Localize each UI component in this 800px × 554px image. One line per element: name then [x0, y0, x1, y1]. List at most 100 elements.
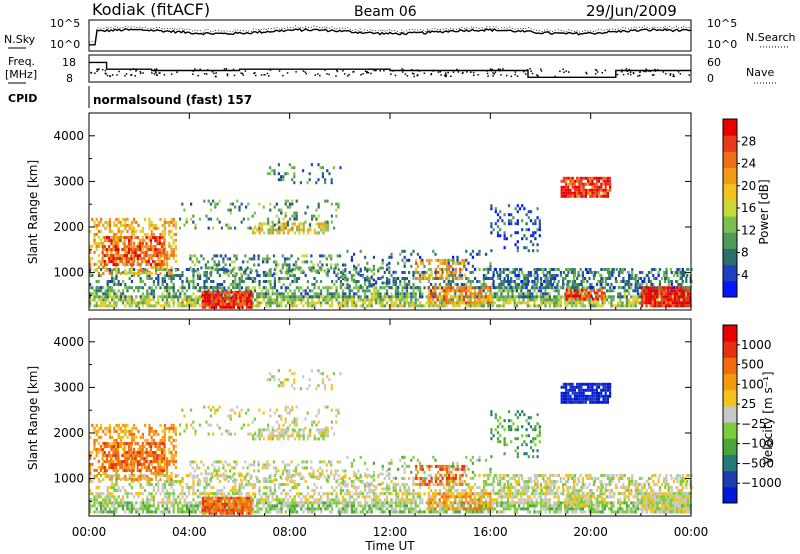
- power-cell: [610, 289, 613, 293]
- power-cell: [89, 304, 92, 308]
- power-cell: [215, 266, 218, 270]
- power-cell: [276, 301, 279, 305]
- velocity-cell: [465, 510, 468, 514]
- power-cell: [350, 298, 353, 302]
- power-cell: [337, 301, 340, 305]
- velocity-cell: [157, 501, 160, 505]
- power-cell: [357, 295, 360, 299]
- power-cell: [557, 295, 560, 299]
- power-cell: [383, 295, 386, 299]
- power-cell: [562, 179, 565, 183]
- power-cell: [321, 166, 324, 170]
- power-cell: [366, 289, 369, 293]
- power-cell: [243, 280, 246, 283]
- power-cell: [547, 283, 550, 286]
- power-cell: [456, 283, 459, 286]
- power-cell: [529, 219, 533, 223]
- power-cell: [324, 178, 327, 182]
- power-cell: [246, 266, 249, 270]
- power-cell: [328, 298, 331, 302]
- power-cell: [410, 301, 413, 305]
- power-cell: [240, 220, 243, 224]
- power-cell: [190, 304, 193, 308]
- power-cell: [333, 226, 336, 230]
- power-cell: [465, 249, 468, 253]
- power-cell: [586, 286, 589, 289]
- velocity-cell: [469, 504, 472, 508]
- power-cell: [447, 280, 450, 283]
- power-cell: [474, 267, 477, 271]
- nave-point: [223, 68, 226, 70]
- power-cell: [544, 268, 547, 271]
- power-cell: [318, 225, 321, 229]
- power-cell: [93, 262, 96, 266]
- power-cell: [548, 274, 551, 277]
- power-cell: [560, 191, 563, 195]
- power-cell: [379, 301, 382, 305]
- velocity-cell: [93, 501, 96, 505]
- power-cell: [403, 280, 406, 283]
- power-cell: [672, 274, 676, 277]
- power-cell: [684, 301, 687, 305]
- power-cell: [295, 280, 298, 283]
- freq-label-1: Freq.: [8, 55, 35, 68]
- power-cell: [291, 202, 294, 206]
- power-cell: [628, 286, 631, 289]
- power-cell: [331, 292, 334, 296]
- power-cell: [434, 304, 437, 308]
- power-cell: [234, 296, 238, 300]
- velocity-cell: [476, 504, 479, 508]
- power-cell: [600, 274, 603, 277]
- power-cell: [97, 253, 100, 257]
- velocity-cell: [485, 507, 488, 511]
- power-cell: [278, 277, 281, 280]
- power-cell: [416, 264, 419, 268]
- velocity-cell: [163, 510, 166, 514]
- power-cell: [293, 280, 296, 283]
- power-cell: [516, 274, 519, 277]
- power-cell: [297, 266, 300, 270]
- power-cell: [482, 277, 485, 280]
- power-cell: [326, 292, 329, 296]
- power-cell: [271, 286, 274, 289]
- power-cell: [665, 268, 668, 271]
- power-cell: [113, 220, 116, 224]
- power-cell: [174, 268, 177, 272]
- power-cell: [416, 286, 419, 289]
- power-cell: [222, 260, 225, 264]
- power-cell: [256, 295, 259, 299]
- power-cell: [533, 298, 536, 302]
- beam-title: Beam 06: [354, 4, 417, 20]
- velocity-cell: [117, 501, 120, 505]
- power-cell: [124, 250, 127, 254]
- power-cell: [617, 274, 621, 277]
- velocity-cell: [258, 507, 261, 511]
- nave-point: [97, 68, 100, 71]
- velocity-cell: [100, 507, 103, 511]
- nave-point: [401, 71, 404, 73]
- velocity-cell: [148, 510, 151, 514]
- power-cell: [157, 226, 160, 230]
- power-cell: [476, 280, 479, 283]
- power-cell: [557, 268, 560, 271]
- power-cell: [526, 298, 529, 302]
- power-cell: [436, 304, 439, 308]
- nave-point: [620, 69, 623, 71]
- power-cell: [538, 225, 541, 229]
- nave-point: [319, 74, 321, 77]
- power-cell: [572, 294, 575, 298]
- power-cell: [571, 176, 574, 180]
- power-cell: [372, 295, 375, 299]
- power-cell: [432, 286, 435, 290]
- power-cell: [220, 226, 223, 230]
- power-cell: [230, 290, 233, 294]
- power-cell: [231, 202, 234, 206]
- power-cell: [146, 274, 149, 277]
- power-cell: [529, 274, 533, 277]
- y-tick-label: 4000: [53, 129, 84, 143]
- power-cell: [381, 304, 384, 308]
- power-cell: [302, 169, 305, 173]
- power-cell: [205, 304, 208, 308]
- power-cell: [217, 254, 221, 258]
- power-cell: [205, 277, 208, 280]
